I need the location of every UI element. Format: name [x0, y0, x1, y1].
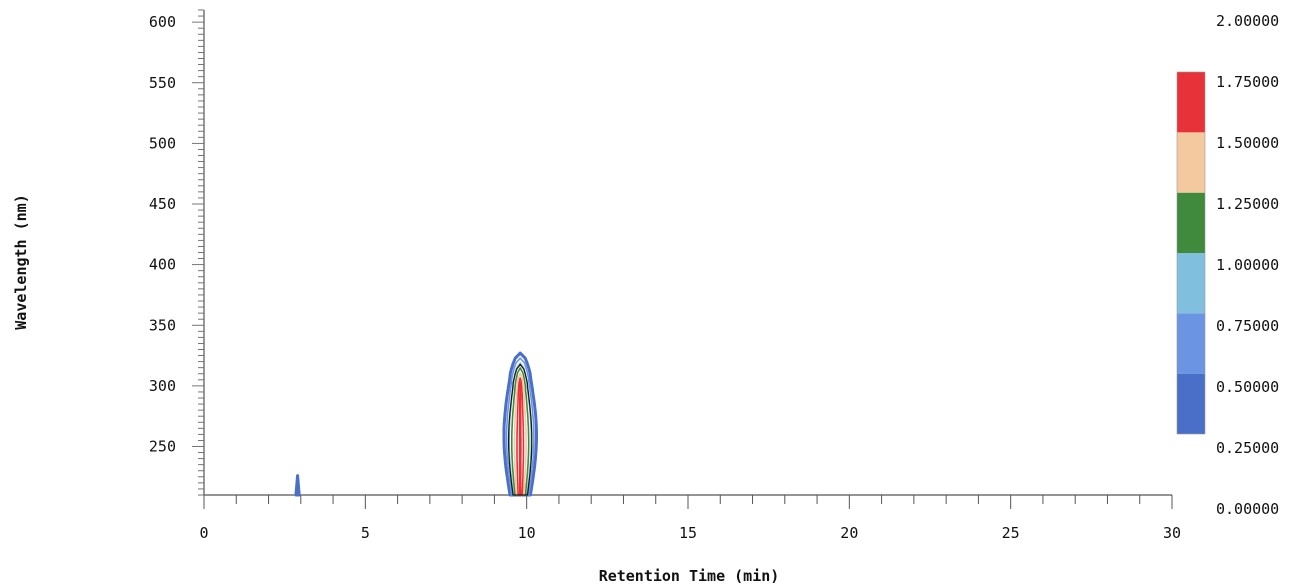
y-axis-title: Wavelength (nm)	[12, 194, 30, 329]
colorbar-label: 0.50000	[1216, 378, 1279, 396]
contour-level	[502, 351, 538, 497]
x-tick-label: 10	[518, 524, 536, 542]
x-tick-label: 20	[840, 524, 858, 542]
contour-inner-outline	[507, 363, 533, 496]
colorbar-labels: 2.00000 1.75000 1.50000 1.25000 1.00000 0.750…	[1216, 12, 1279, 518]
colorbar-border	[1176, 71, 1206, 435]
y-tick-label: 500	[149, 134, 176, 152]
colorbar-segment	[1177, 313, 1205, 374]
y-tick-label: 350	[149, 316, 176, 334]
contour-level	[505, 357, 535, 496]
y-axis-ticks: 250 300 350 400 450 500 550 600	[149, 9, 204, 496]
x-tick-label: 0	[199, 524, 208, 542]
colorbar-label: 0.75000	[1216, 317, 1279, 335]
y-tick-label: 600	[149, 13, 176, 31]
x-tick-label: 25	[1002, 524, 1020, 542]
colorbar-segment	[1177, 253, 1205, 314]
y-tick-label: 400	[149, 256, 176, 274]
contour-lines	[294, 351, 538, 497]
contour-level	[518, 382, 522, 496]
x-tick-label: 30	[1163, 524, 1181, 542]
colorbar-label: 0.25000	[1216, 439, 1279, 457]
y-tick-label: 250	[149, 438, 176, 456]
colorbar-label: 1.75000	[1216, 73, 1279, 91]
x-tick-label: 5	[361, 524, 370, 542]
contour-level	[511, 367, 530, 496]
colorbar-label: 2.00000	[1216, 12, 1279, 30]
x-axis-ticks: 0 5 10 15 20 25 30	[199, 495, 1181, 542]
x-tick-label: 15	[679, 524, 697, 542]
x-axis-title: Retention Time (min)	[599, 567, 780, 585]
colorbar-label: 1.50000	[1216, 134, 1279, 152]
contour-level	[516, 377, 525, 496]
colorbar-label: 1.00000	[1216, 256, 1279, 274]
colorbar-segment	[1177, 72, 1205, 133]
y-tick-label: 450	[149, 195, 176, 213]
contour-level	[294, 474, 301, 497]
colorbar-segment	[1177, 373, 1205, 434]
colorbar-label: 0.00000	[1216, 500, 1279, 518]
colorbar-segment	[1177, 192, 1205, 253]
y-tick-label: 300	[149, 377, 176, 395]
colorbar	[1176, 71, 1206, 435]
contour-level	[513, 372, 527, 496]
colorbar-label: 1.25000	[1216, 195, 1279, 213]
y-tick-label: 550	[149, 74, 176, 92]
colorbar-segment	[1177, 132, 1205, 193]
